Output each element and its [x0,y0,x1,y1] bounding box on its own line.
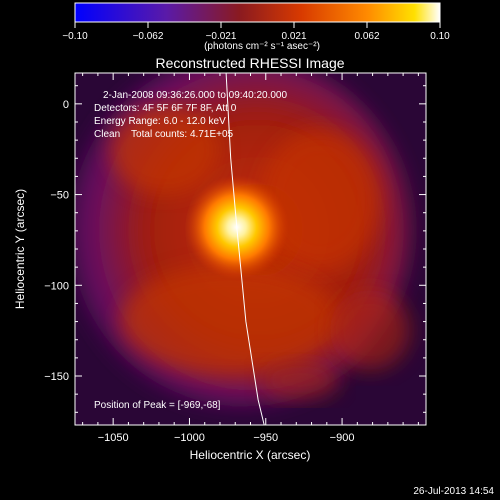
colorbar [74,2,441,23]
x-tick-label: −1050 [98,432,129,444]
annotation-block: 2-Jan-2008 09:36:26.000 to 09:40:20.000 … [94,90,287,140]
x-axis-label: Heliocentric X (arcsec) [190,448,311,462]
annotation-detectors: Detectors: 4F 5F 6F 7F 8F, Att 0 [94,103,237,114]
colorbar-ticks: −0.10 −0.062 −0.021 0.021 0.062 0.10 [62,22,450,42]
heatmap-image [75,73,426,425]
colorbar-tick-label: −0.021 [206,31,237,42]
annotation-time: 2-Jan-2008 09:36:26.000 to 09:40:20.000 [103,90,287,101]
colorbar-tick-label: 0.10 [430,31,450,42]
timestamp: 26-Jul-2013 14:54 [413,486,494,497]
colorbar-tick-label: −0.10 [62,31,88,42]
colorbar-tick-label: 0.021 [281,31,306,42]
chart-title: Reconstructed RHESSI Image [155,55,344,71]
annotation-counts: Clean Total counts: 4.71E+05 [94,129,234,140]
annotation-energy: Energy Range: 6.0 - 12.0 keV [94,116,226,127]
colorbar-tick-label: −0.062 [133,31,164,42]
x-tick-label: −950 [253,432,278,444]
peak-position-label: Position of Peak = [-969,-68] [94,400,221,411]
x-tick-label: −1000 [174,432,205,444]
colorbar-tick-label: 0.062 [354,31,379,42]
y-tick-label: −150 [44,371,69,383]
solar-limb-line [225,73,265,425]
y-tick-label: −50 [50,190,69,202]
y-tick-label: 0 [63,99,69,111]
x-axis-ticks: −1050 −1000 −950 −900 [82,73,419,444]
colorbar-units-label: (photons cm⁻² s⁻¹ asec⁻²) [204,41,320,52]
y-tick-label: −100 [44,280,69,292]
y-axis-ticks: 0 −50 −100 −150 [44,85,426,413]
y-axis-label: Heliocentric Y (arcsec) [13,189,27,309]
x-tick-label: −900 [330,432,355,444]
